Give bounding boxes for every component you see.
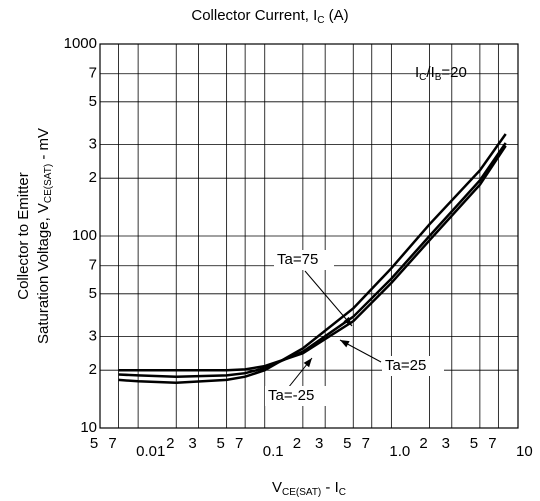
- x-tick-label: 3: [315, 435, 323, 452]
- y-tick-label: 5: [89, 285, 97, 302]
- x-tick-label: 0.01: [136, 443, 165, 460]
- y-tick-label: 7: [89, 65, 97, 82]
- x-label-text: V: [272, 479, 282, 496]
- annotation: IC/IB=20: [415, 64, 467, 83]
- y-tick-label: 1000: [64, 35, 97, 52]
- x-tick-label: 1.0: [389, 443, 410, 460]
- x-tick-label: 7: [235, 435, 243, 452]
- y-tick-label: 2: [89, 169, 97, 186]
- y-label-text: - mV: [35, 128, 52, 164]
- label-bg: [265, 386, 327, 406]
- y-tick-label: 3: [89, 327, 97, 344]
- label-bg: [382, 356, 444, 376]
- leader-line: [304, 270, 353, 327]
- x-tick-label: 10: [516, 443, 533, 460]
- x-tick-label: 0.1: [263, 443, 284, 460]
- y-axis-label: Collector to Emitter Saturation Voltage,…: [15, 128, 54, 344]
- y-label-sub: CE(SAT): [43, 164, 54, 203]
- arrow-head: [343, 316, 352, 326]
- x-tick-label: 2: [419, 435, 427, 452]
- annotation-sub: C: [419, 72, 426, 83]
- x-tick-label: 5: [343, 435, 351, 452]
- series-label: Ta=-25: [268, 387, 314, 404]
- y-tick-label: 3: [89, 135, 97, 152]
- series-label: Ta=25: [385, 357, 426, 374]
- title-sub: C: [317, 15, 324, 26]
- x-tick-label: 3: [188, 435, 196, 452]
- arrow-head: [340, 340, 350, 348]
- annotation-text: =20: [441, 64, 466, 81]
- x-tick-label: 7: [362, 435, 370, 452]
- annotation-text: I: [415, 64, 419, 81]
- x-tick-label: 2: [293, 435, 301, 452]
- x-label-sub: C: [339, 487, 346, 498]
- x-label-sub: CE(SAT): [282, 487, 321, 498]
- y-tick-label: 100: [72, 227, 97, 244]
- series-label: Ta=75: [277, 251, 318, 268]
- x-tick-label: 3: [442, 435, 450, 452]
- y-label-line: Saturation Voltage, VCE(SAT) - mV: [35, 128, 54, 344]
- y-tick-label: 2: [89, 361, 97, 378]
- arrow-head: [303, 358, 312, 368]
- x-axis-label: VCE(SAT) - IC: [272, 479, 346, 498]
- annotation-sub: B: [435, 72, 442, 83]
- y-tick-label: 5: [89, 93, 97, 110]
- annotation-text: /I: [426, 64, 434, 81]
- plot-frame: [99, 43, 519, 429]
- x-tick-label: 7: [108, 435, 116, 452]
- x-label-text: - I: [321, 479, 339, 496]
- y-tick-label: 7: [89, 257, 97, 274]
- title-text: Collector Current, I: [191, 7, 317, 24]
- y-label-text: Saturation Voltage, V: [35, 203, 52, 344]
- x-tick-label: 5: [470, 435, 478, 452]
- y-label-line: Collector to Emitter: [15, 172, 32, 300]
- series-line: [118, 145, 507, 372]
- label-bg: [274, 250, 334, 270]
- x-tick-label: 7: [488, 435, 496, 452]
- x-tick-label: 2: [166, 435, 174, 452]
- chart-title: Collector Current, IC (A): [191, 7, 348, 26]
- y-tick-label: 10: [80, 419, 97, 436]
- x-tick-label: 5: [90, 435, 98, 452]
- x-tick-label: 5: [216, 435, 224, 452]
- title-text: (A): [324, 7, 348, 24]
